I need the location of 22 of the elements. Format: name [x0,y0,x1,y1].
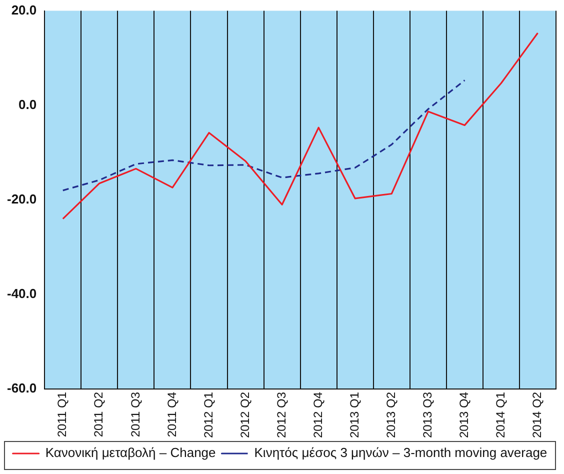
y-tick-label: -60.0 [6,380,37,396]
x-tick-label: 2012 Q1 [201,392,216,438]
x-tick-label: 2014 Q1 [494,392,508,438]
y-tick-label: 0.0 [18,96,37,112]
legend-label: Κινητός μέσος 3 μηνών – 3-month moving average [254,445,548,460]
x-tick-label: 2013 Q4 [456,392,471,438]
x-tick-label: 2011 Q2 [92,392,106,438]
x-tick-label: 2012 Q3 [274,392,288,438]
x-tick-label: 2013 Q1 [347,392,362,438]
y-tick-label: -40.0 [6,286,37,301]
x-tick-label: 2013 Q3 [420,392,434,438]
x-tick-label: 2013 Q2 [384,392,398,438]
y-tick-label: -20.0 [6,191,37,206]
x-tick-label: 2012 Q2 [238,392,252,438]
y-tick-label: 20.0 [11,2,37,18]
x-tick-label: 2014 Q2 [530,392,544,438]
x-tick-label: 2011 Q1 [55,392,70,438]
legend-label: Κανονική μεταβολή – Change [45,445,216,460]
x-tick-label: 2011 Q3 [128,392,142,438]
x-tick-label: 2012 Q4 [310,392,325,438]
line-series [62,79,466,192]
x-tick-label: 2011 Q4 [164,392,179,438]
